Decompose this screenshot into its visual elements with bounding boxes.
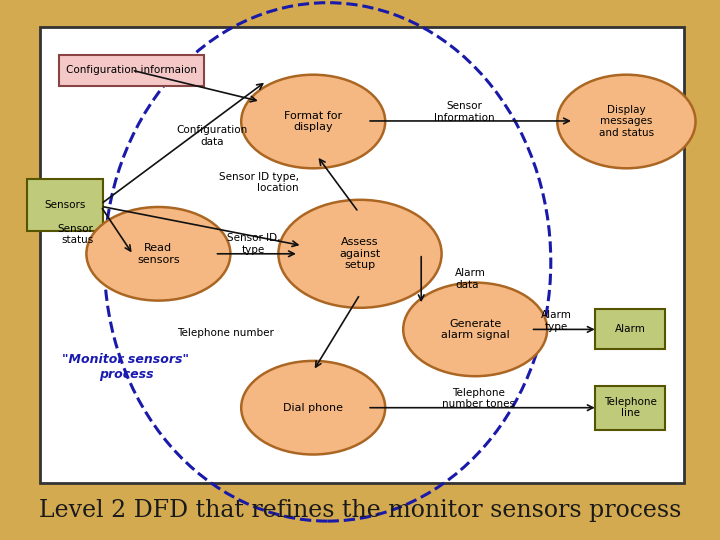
Text: Alarm
data: Alarm data: [455, 268, 486, 290]
Text: Format for
display: Format for display: [284, 111, 342, 132]
Text: Assess
against
setup: Assess against setup: [339, 237, 381, 271]
Text: Sensor ID type,
location: Sensor ID type, location: [219, 172, 299, 193]
Ellipse shape: [86, 207, 230, 301]
Ellipse shape: [241, 361, 385, 455]
Text: Telephone number: Telephone number: [176, 328, 274, 338]
FancyBboxPatch shape: [595, 309, 665, 349]
Text: Telephone
number tones: Telephone number tones: [442, 388, 516, 409]
Ellipse shape: [241, 75, 385, 168]
Ellipse shape: [403, 282, 547, 376]
Text: Telephone
line: Telephone line: [603, 397, 657, 418]
Text: Sensor
Information: Sensor Information: [434, 101, 495, 123]
FancyBboxPatch shape: [27, 179, 103, 231]
Text: Configuration informaion: Configuration informaion: [66, 65, 197, 75]
Text: Configuration
data: Configuration data: [177, 125, 248, 147]
Text: Sensor
status: Sensor status: [58, 224, 94, 245]
Text: Dial phone: Dial phone: [283, 403, 343, 413]
Text: Alarm
type: Alarm type: [541, 310, 572, 332]
Text: Sensor ID,
type: Sensor ID, type: [227, 233, 280, 255]
Ellipse shape: [279, 200, 441, 308]
Ellipse shape: [557, 75, 696, 168]
Text: Level 2 DFD that refines the monitor sensors process: Level 2 DFD that refines the monitor sen…: [39, 499, 681, 522]
Text: "Monitor sensors"
process: "Monitor sensors" process: [63, 353, 189, 381]
Text: Sensors: Sensors: [44, 200, 86, 210]
FancyBboxPatch shape: [595, 386, 665, 430]
Text: Read
sensors: Read sensors: [137, 243, 180, 265]
FancyBboxPatch shape: [40, 27, 684, 483]
Text: Alarm: Alarm: [615, 325, 645, 334]
FancyBboxPatch shape: [59, 55, 204, 86]
Text: Generate
alarm signal: Generate alarm signal: [441, 319, 510, 340]
Text: Display
messages
and status: Display messages and status: [599, 105, 654, 138]
